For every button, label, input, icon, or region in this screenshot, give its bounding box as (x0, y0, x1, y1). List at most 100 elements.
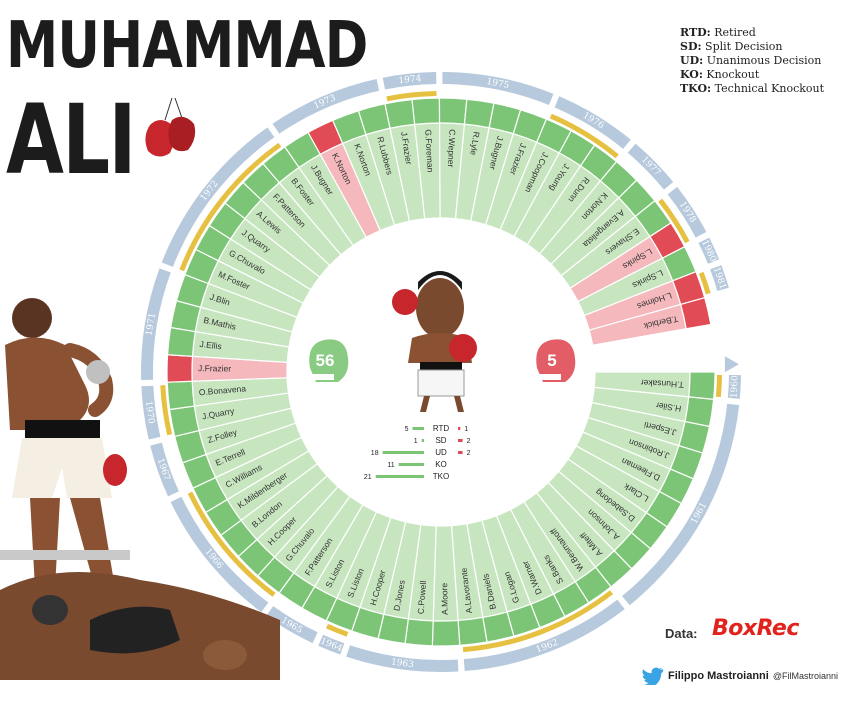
opponent-label: A.Moore (439, 582, 450, 615)
method-label: SD (435, 436, 446, 445)
legend-abbr: SD: (680, 40, 702, 53)
fallen-boxer-illustration (0, 550, 280, 680)
twitter-bird-icon (642, 667, 664, 685)
legend-text: Knockout (706, 68, 760, 81)
year-band (150, 442, 179, 497)
method-loss-count: 2 (467, 450, 471, 457)
fight-result-cell (166, 380, 196, 411)
fight-result-cell (168, 405, 200, 438)
year-band (667, 186, 707, 238)
legend-row-rtd: RTD: Retired (680, 26, 824, 40)
fight-result-cell (166, 354, 194, 383)
legend-row-ud: UD: Unanimous Decision (680, 54, 824, 68)
method-win-count: 21 (364, 474, 372, 481)
opponent-label: T.Hunsaker (640, 378, 684, 390)
method-win-bar (412, 427, 424, 430)
year-band (727, 375, 741, 399)
legend-text: Retired (714, 26, 756, 39)
legend-row-sd: SD: Split Decision (680, 40, 824, 54)
year-band (266, 606, 318, 644)
year-label: 1962 (535, 638, 560, 656)
fight-result-cell (688, 371, 716, 401)
fight-result-cell (404, 618, 434, 647)
boxrec-logo: BoxRec (712, 616, 799, 641)
fight-ring: T.HunsakerH.SilerJ.EspertiJ.RobinsonD.Fl… (141, 72, 741, 672)
method-loss-count: 2 (467, 438, 471, 445)
wins-total-glove: 56 (309, 339, 349, 382)
year-tick (715, 374, 722, 398)
author-name: Filippo Mastroianni (668, 670, 769, 682)
opponent-label: H.Siler (655, 400, 682, 414)
opponent-label: J.Frazier (198, 363, 231, 373)
author-credit: Filippo Mastroianni @FilMastroianni (642, 667, 838, 685)
legend-text: Technical Knockout (714, 82, 825, 95)
year-band (622, 403, 740, 606)
svg-text:5: 5 (547, 351, 556, 370)
method-win-bar (382, 451, 424, 454)
method-loss-bar (458, 427, 461, 430)
opponent-label: C.Wepner (446, 129, 458, 168)
fight-result-cell (457, 616, 488, 646)
year-tick (187, 491, 276, 597)
fight-result-cell (166, 326, 196, 357)
legend-abbr: KO: (680, 68, 703, 81)
title-line-2: ALI (6, 84, 136, 196)
year-tick (386, 91, 437, 102)
method-loss-bar (458, 439, 463, 442)
start-arrow-icon (724, 356, 739, 373)
year-band (554, 96, 631, 149)
year-band (442, 72, 554, 106)
fight-result-cell (384, 98, 416, 129)
year-label: 1971 (145, 312, 159, 336)
method-label: UD (435, 448, 447, 457)
year-band (627, 143, 674, 190)
year-label: 1975 (486, 77, 511, 91)
data-source-label: Data: (665, 626, 698, 641)
year-label: 1980 (699, 239, 718, 264)
year-label: 1960 (730, 375, 741, 399)
fight-result-cell (411, 97, 441, 126)
year-band (170, 496, 269, 613)
year-label: 1967 (155, 457, 172, 482)
legend-row-ko: KO: Knockout (680, 68, 824, 82)
year-label: 1964 (319, 636, 344, 654)
legend-text: Split Decision (705, 40, 783, 53)
method-loss-count: 1 (464, 426, 468, 433)
method-label: TKO (433, 472, 449, 481)
fight-result-cell (431, 619, 461, 647)
legend-row-tko: TKO: Technical Knockout (680, 82, 824, 96)
legend-text: Unanimous Decision (706, 54, 822, 67)
method-label: RTD (433, 424, 450, 433)
method-label: KO (435, 460, 447, 469)
year-label: 1973 (313, 93, 338, 111)
method-win-bar (398, 463, 424, 466)
center-boxer-illustration (392, 271, 477, 412)
standing-boxer-illustration (5, 298, 127, 588)
year-band (272, 79, 380, 134)
year-band (346, 645, 459, 672)
year-tick (462, 590, 614, 653)
opponent-label: R.Lyle (468, 131, 481, 156)
svg-text:56: 56 (316, 351, 335, 370)
fight-result-cell (679, 296, 712, 330)
losses-total-glove: 5 (536, 339, 576, 382)
year-band (141, 268, 171, 381)
legend-abbr: TKO: (680, 82, 712, 95)
method-win-count: 1 (414, 438, 418, 445)
year-band (698, 237, 720, 264)
year-band (710, 265, 729, 291)
method-win-bar (375, 475, 424, 478)
title-line-1: MUHAMMAD (6, 9, 368, 83)
year-label: 1970 (143, 400, 156, 424)
legend-abbr: RTD: (680, 26, 711, 39)
method-loss-bar (458, 451, 463, 454)
year-band (463, 599, 625, 672)
method-win-bar (421, 439, 424, 442)
year-tick (326, 623, 349, 637)
opponent-label: O.Bonavena (198, 383, 246, 397)
year-band (141, 385, 161, 440)
year-tick (698, 271, 711, 295)
year-band (318, 634, 345, 655)
